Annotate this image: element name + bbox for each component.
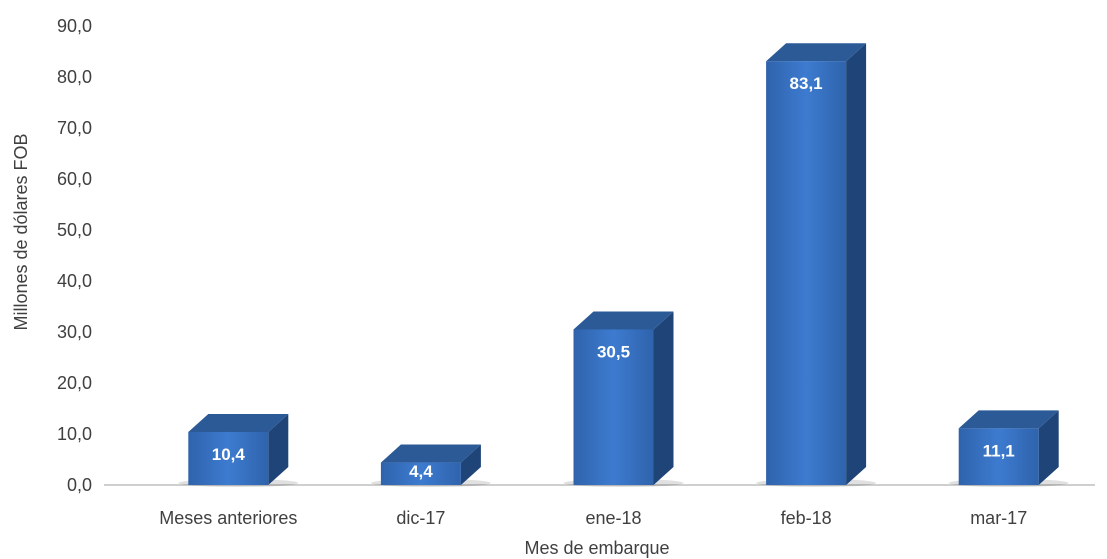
y-tick-label: 0,0	[67, 475, 92, 495]
bar-front	[958, 428, 1039, 485]
x-category-label: ene-18	[585, 508, 641, 528]
x-category-label: dic-17	[396, 508, 445, 528]
bar-side	[268, 413, 289, 485]
x-axis-title: Mes de embarque	[524, 538, 669, 558]
bar: 4,4	[370, 444, 491, 487]
y-tick-label: 50,0	[57, 220, 92, 240]
bar: 10,4	[178, 413, 299, 487]
bar-front	[380, 462, 461, 485]
bar: 83,1	[756, 43, 877, 487]
y-tick-label: 30,0	[57, 322, 92, 342]
bar: 30,5	[563, 311, 684, 487]
x-category-label: feb-18	[781, 508, 832, 528]
bar-side	[460, 444, 481, 485]
x-category-label: mar-17	[970, 508, 1027, 528]
bars: 10,4 4,4 30,5 83,1 11,1	[178, 43, 1069, 487]
bar-data-label: 10,4	[212, 445, 246, 464]
bar: 11,1	[948, 410, 1069, 487]
y-tick-label: 10,0	[57, 424, 92, 444]
bar-data-label: 4,4	[409, 462, 433, 481]
bar-front	[573, 329, 654, 485]
x-axis-categories: Meses anteriores dic-17 ene-18 feb-18 mar-17	[159, 508, 1027, 528]
bar-side	[653, 311, 674, 485]
bar-front	[766, 61, 847, 485]
bar-top	[188, 413, 289, 432]
y-tick-label: 60,0	[57, 169, 92, 189]
bar-side	[1038, 410, 1059, 485]
y-tick-label: 20,0	[57, 373, 92, 393]
y-axis-ticks: 0,0 10,0 20,0 30,0 40,0 50,0 60,0 70,0 80,0 90,0	[57, 16, 92, 495]
bar-data-label: 11,1	[983, 441, 1015, 460]
x-category-label: Meses anteriores	[159, 508, 297, 528]
y-tick-label: 70,0	[57, 118, 92, 138]
y-tick-label: 90,0	[57, 16, 92, 36]
bar-data-label: 83,1	[790, 74, 823, 93]
y-tick-label: 40,0	[57, 271, 92, 291]
bar-side	[846, 43, 867, 485]
bar-top	[573, 311, 674, 330]
bar-top	[766, 43, 867, 62]
y-axis-title: Millones de dólares FOB	[11, 133, 31, 330]
bar-top	[958, 410, 1059, 429]
bar-data-label: 30,5	[597, 342, 630, 361]
bar-top	[380, 444, 481, 463]
bar-front	[188, 431, 269, 485]
y-tick-label: 80,0	[57, 67, 92, 87]
